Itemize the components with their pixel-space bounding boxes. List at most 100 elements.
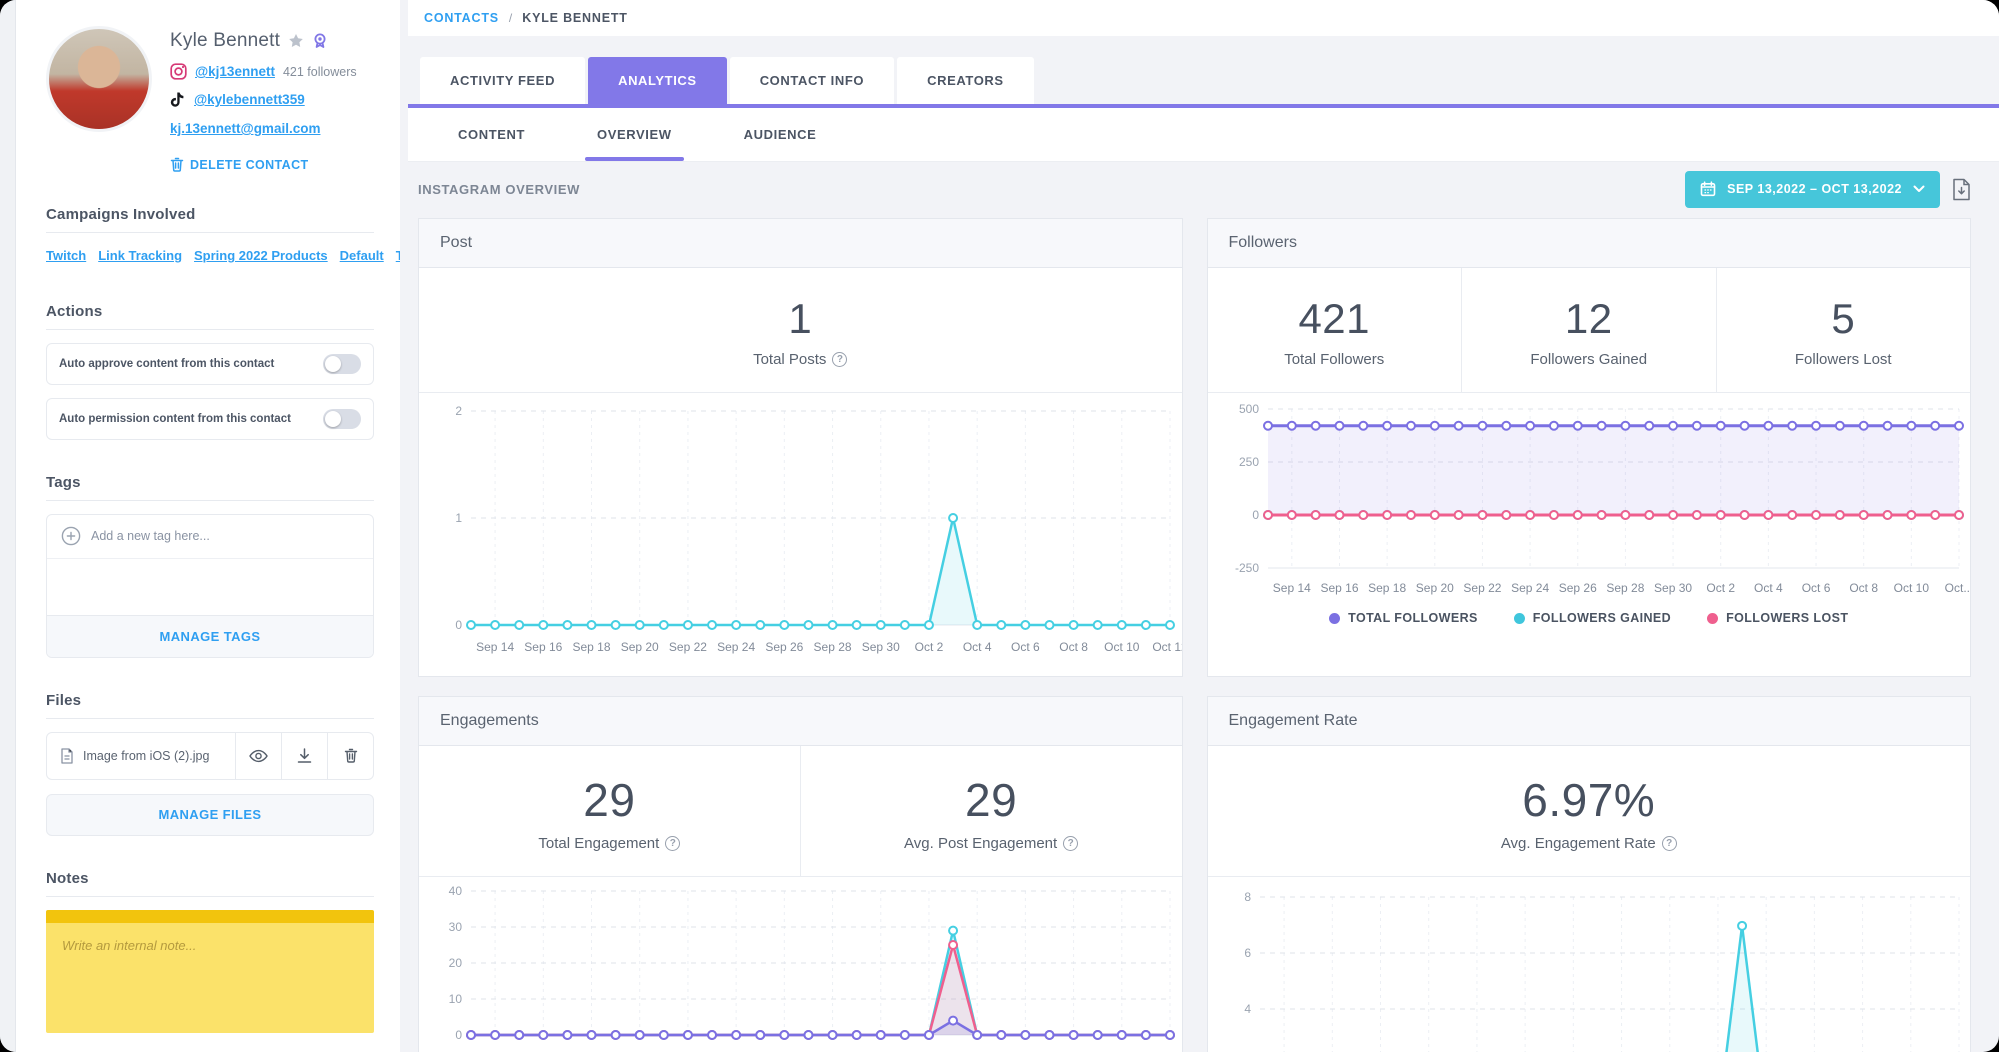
svg-text:Oct 10: Oct 10 — [1104, 1050, 1140, 1052]
download-file-button[interactable] — [281, 732, 327, 779]
section-header: INSTAGRAM OVERVIEW SEP 13,2022 – OCT 13,… — [418, 170, 1971, 208]
delete-contact-button[interactable]: DELETE CONTACT — [170, 157, 357, 172]
tab-bar: ACTIVITY FEED ANALYTICS CONTACT INFO CREATO… — [408, 57, 1999, 108]
subtab-overview[interactable]: OVERVIEW — [561, 108, 708, 161]
help-icon[interactable] — [1063, 836, 1079, 851]
legend-item-followers-gained: FOLLOWERS GAINED — [1513, 611, 1671, 625]
svg-text:6: 6 — [1244, 946, 1251, 960]
date-range-button[interactable]: SEP 13,2022 – OCT 13,2022 — [1685, 170, 1940, 208]
svg-text:Sep 14: Sep 14 — [476, 640, 514, 654]
campaign-link-test-campaign[interactable]: Test Campaign — [395, 248, 400, 263]
svg-text:-250: -250 — [1234, 561, 1258, 575]
manage-tags-button[interactable]: MANAGE TAGS — [47, 614, 373, 657]
subtab-content[interactable]: CONTENT — [458, 127, 526, 142]
svg-text:Oct 2: Oct 2 — [1706, 581, 1735, 595]
campaign-list: Twitch Link Tracking Spring 2022 Products D… — [46, 233, 400, 269]
card-followers: Followers 421 Total Followers 12 Followers … — [1206, 218, 1971, 677]
campaign-link-link-tracking[interactable]: Link Tracking — [98, 248, 183, 263]
subtab-audience[interactable]: AUDIENCE — [743, 127, 817, 142]
breadcrumb-separator: / — [508, 11, 513, 25]
campaign-link-default[interactable]: Default — [339, 248, 384, 263]
svg-text:30: 30 — [449, 920, 463, 934]
add-tag-input[interactable]: Add a new tag here... — [47, 515, 373, 559]
legend-dot — [1513, 612, 1525, 624]
tab-analytics[interactable]: ANALYTICS — [588, 57, 727, 104]
instagram-icon — [170, 63, 187, 80]
svg-text:Oct...: Oct... — [1944, 581, 1971, 595]
svg-text:Sep 20: Sep 20 — [1415, 581, 1453, 595]
instagram-handle-link[interactable]: @kj13ennett — [195, 64, 275, 79]
svg-text:Sep 24: Sep 24 — [717, 640, 755, 654]
legend-label: FOLLOWERS LOST — [1726, 611, 1849, 625]
stat-label: Avg. Post Engagement — [801, 835, 1182, 852]
trash-icon — [170, 157, 184, 172]
help-icon[interactable] — [832, 352, 848, 367]
card-title: Post — [440, 234, 473, 251]
actions-title: Actions — [46, 303, 374, 330]
help-icon[interactable] — [1661, 836, 1677, 851]
campaign-link-twitch[interactable]: Twitch — [46, 248, 87, 263]
campaign-link-spring-2022-products[interactable]: Spring 2022 Products — [194, 248, 328, 263]
followers-chart: 500 250 0 -250 Sep 14 Sep 16 Sep 18 Sep 20 Sep 2… — [1208, 393, 1971, 607]
campaigns-title: Campaigns Involved — [46, 206, 374, 233]
svg-text:10: 10 — [449, 992, 463, 1006]
breadcrumb-contacts-link[interactable]: CONTACTS — [424, 11, 499, 25]
svg-text:Oct 4: Oct 4 — [1754, 581, 1783, 595]
tab-creators[interactable]: CREATORS — [897, 57, 1034, 104]
toggle-switch[interactable] — [323, 408, 361, 429]
card-engagements: Engagements 29 Total Engagement 29 Avg. Pos… — [418, 696, 1183, 1052]
preview-file-button[interactable] — [235, 732, 281, 779]
action-auto-permission-content-from-this-contact: Auto permission content from this contac… — [46, 397, 374, 440]
svg-text:Sep 26: Sep 26 — [765, 1050, 803, 1052]
card-title: Engagement Rate — [1228, 712, 1358, 729]
toggle-switch[interactable] — [323, 353, 361, 374]
stat-label: Total Engagement — [419, 835, 800, 852]
svg-text:Sep 16: Sep 16 — [524, 640, 562, 654]
help-icon[interactable] — [665, 836, 681, 851]
card-title: Followers — [1228, 234, 1297, 251]
manage-files-button[interactable]: MANAGE FILES — [46, 793, 374, 836]
main-area: CONTACTS / KYLE BENNETT ACTIVITY FEED ANA… — [400, 0, 1999, 1052]
svg-text:Sep 28: Sep 28 — [814, 1050, 852, 1052]
svg-text:Sep 16: Sep 16 — [1320, 581, 1358, 595]
svg-text:Sep 30: Sep 30 — [862, 640, 900, 654]
svg-text:2: 2 — [455, 404, 462, 418]
tags-empty-area — [47, 558, 373, 615]
stat-label: Total Followers — [1284, 351, 1385, 368]
svg-text:250: 250 — [1238, 455, 1258, 469]
overview-content: INSTAGRAM OVERVIEW SEP 13,2022 – OCT 13,… — [408, 162, 1999, 1052]
legend-item-followers-lost: FOLLOWERS LOST — [1707, 611, 1848, 625]
stat-value: 6.97% — [1522, 774, 1656, 826]
stat-label: Total Posts — [419, 351, 1182, 368]
tab-activity-feed[interactable]: ACTIVITY FEED — [420, 57, 586, 104]
action-auto-approve-content-from-this-contact: Auto approve content from this contact — [46, 342, 374, 385]
svg-text:8: 8 — [1244, 890, 1251, 904]
notes-title: Notes — [46, 870, 374, 897]
date-range-label: SEP 13,2022 – OCT 13,2022 — [1727, 182, 1902, 196]
note-input[interactable]: Write an internal note... — [46, 922, 374, 1033]
svg-text:Sep 22: Sep 22 — [669, 640, 707, 654]
add-tag-placeholder: Add a new tag here... — [91, 529, 210, 544]
svg-text:Oct 6: Oct 6 — [1011, 640, 1040, 654]
delete-file-button[interactable] — [327, 732, 373, 779]
svg-text:1: 1 — [455, 511, 462, 525]
svg-text:Sep 28: Sep 28 — [1606, 581, 1644, 595]
tiktok-handle-link[interactable]: @kylebennett359 — [194, 92, 305, 107]
breadcrumb-current: KYLE BENNETT — [522, 11, 628, 25]
toggle-knob — [325, 410, 341, 427]
star-icon[interactable] — [288, 33, 304, 49]
tab-contact-info[interactable]: CONTACT INFO — [729, 57, 895, 104]
svg-text:Sep 20: Sep 20 — [621, 640, 659, 654]
email-link[interactable]: kj.13ennett@gmail.com — [170, 121, 321, 136]
export-report-icon[interactable] — [1952, 178, 1971, 201]
svg-text:Sep 16: Sep 16 — [524, 1050, 562, 1052]
contact-name: Kyle Bennett — [170, 30, 281, 51]
svg-text:Sep 30: Sep 30 — [862, 1050, 900, 1052]
stat-label: Avg. Engagement Rate — [1208, 835, 1971, 852]
stat-total-posts: 1 Total Posts — [419, 268, 1182, 392]
files-title: Files — [46, 692, 374, 719]
svg-text:Oct 10: Oct 10 — [1893, 581, 1929, 595]
legend-dot — [1329, 612, 1341, 624]
